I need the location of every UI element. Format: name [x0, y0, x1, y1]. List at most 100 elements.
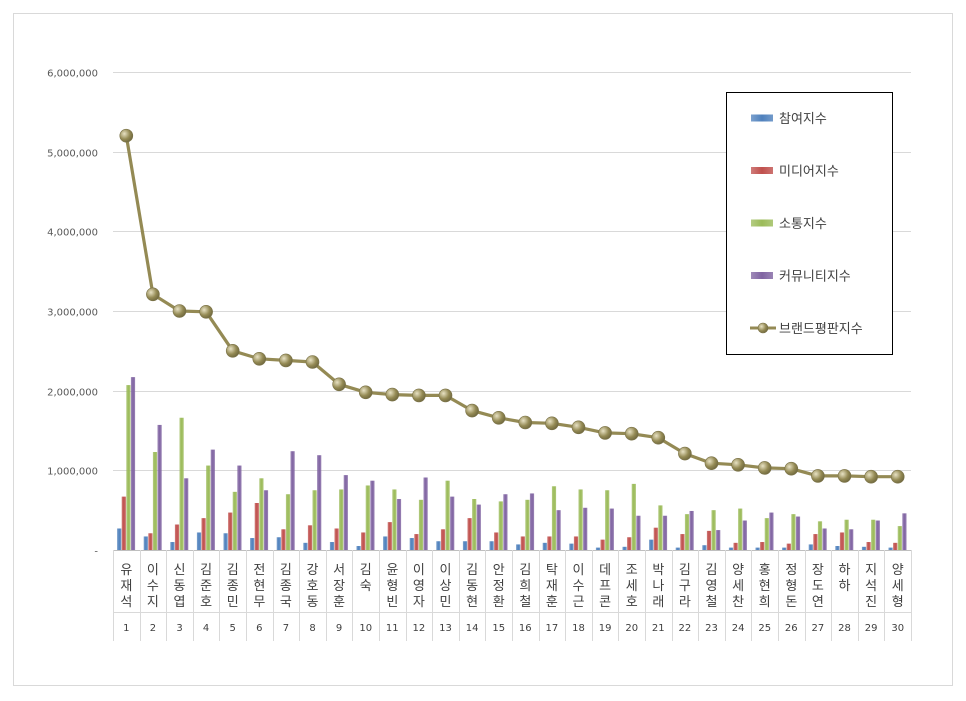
line-layer: [119, 128, 905, 484]
line-point-17: [545, 416, 559, 431]
bar-2-24: [733, 542, 738, 550]
bar-1-9: [329, 542, 335, 550]
line-point-16: [518, 415, 533, 430]
bar-3-18: [578, 489, 583, 550]
x-rank-label: 10: [359, 623, 372, 634]
line-point-15: [491, 410, 506, 425]
line-point-28: [837, 469, 852, 483]
bar-3-29: [871, 519, 876, 550]
x-rank-label: 28: [838, 623, 851, 634]
bar-1-11: [383, 536, 388, 550]
bar-1-8: [303, 542, 308, 550]
bar-4-3: [184, 478, 189, 550]
x-rank-label: 4: [203, 623, 209, 634]
x-rank-label: 23: [705, 623, 718, 634]
bar-3-22: [684, 514, 690, 550]
legend-label-1: 참여지수: [779, 112, 827, 127]
bar-2-9: [334, 528, 339, 550]
bar-2-5: [228, 512, 233, 550]
bar-1-26: [782, 547, 787, 550]
bar-4-19: [609, 508, 614, 550]
legend-label-5: 브랜드평판지수: [779, 322, 863, 337]
bar-2-3: [174, 524, 180, 550]
bar-1-10: [356, 546, 361, 550]
bar-3-16: [525, 499, 530, 550]
x-rank-label: 15: [492, 623, 505, 634]
bar-3-1: [126, 385, 131, 550]
bar-1-21: [649, 539, 654, 550]
bar-1-22: [675, 547, 680, 550]
y-tick-label: -: [94, 547, 98, 558]
bar-2-18: [573, 536, 579, 550]
bar-4-27: [822, 528, 827, 550]
line-point-4: [199, 304, 213, 319]
bar-3-6: [259, 478, 264, 550]
bar-3-23: [711, 510, 716, 550]
bar-1-1: [117, 528, 122, 550]
bar-4-8: [317, 455, 322, 550]
bar-2-16: [520, 536, 525, 550]
x-rank-label: 16: [519, 623, 532, 634]
bar-1-4: [196, 532, 202, 550]
line-point-20: [624, 426, 639, 441]
x-rank-label: 19: [599, 623, 612, 634]
bar-2-30: [893, 542, 898, 550]
legend-swatch-4: [751, 272, 773, 279]
x-rank-label: 6: [256, 623, 262, 634]
bar-2-28: [839, 532, 845, 550]
bar-4-10: [370, 480, 375, 550]
bar-3-2: [152, 452, 158, 550]
legend-label-4: 커뮤니티지수: [779, 270, 851, 285]
bar-3-20: [631, 483, 636, 550]
bar-1-29: [861, 546, 867, 550]
bar-3-11: [392, 489, 397, 550]
bar-2-1: [121, 496, 126, 550]
x-rank-label: 8: [309, 623, 315, 634]
bar-1-12: [409, 538, 414, 550]
x-rank-label: 5: [230, 623, 236, 634]
bar-4-22: [689, 510, 694, 550]
bar-4-26: [795, 516, 801, 550]
x-rank-label: 7: [283, 623, 289, 634]
line-point-13: [438, 388, 453, 403]
x-rank-label: 27: [812, 623, 825, 634]
bar-4-7: [290, 451, 295, 550]
bar-4-4: [210, 449, 215, 550]
x-axis-layer: 유 재 석 1 이 수 지 2 신 동 엽 3 김 준 호 4 김 종 민 5 전 현 무 6 김 종 국 7 강 호 동 8 서 장 훈 9 김 숙 10…: [113, 550, 912, 641]
bar-2-6: [254, 503, 259, 550]
bar-2-13: [440, 529, 446, 550]
bar-1-23: [702, 545, 707, 550]
x-rank-label: 26: [785, 623, 798, 634]
bar-4-23: [716, 530, 721, 550]
bar-1-27: [808, 544, 813, 550]
bar-3-24: [738, 508, 743, 550]
legend-marker-swatch: [757, 322, 769, 334]
line-point-11: [385, 387, 400, 402]
bar-1-28: [835, 546, 840, 550]
bar-2-19: [600, 539, 605, 550]
y-tick-layer: 6,000,000 5,000,000 4,000,000 3,000,000 2,00…: [47, 69, 98, 558]
x-rank-label: 2: [150, 623, 156, 634]
bar-3-4: [206, 465, 211, 550]
line-point-12: [412, 388, 426, 403]
bar-4-30: [902, 513, 907, 550]
bar-1-17: [542, 542, 547, 550]
line-point-3: [172, 304, 187, 318]
line-point-23: [704, 456, 719, 471]
bar-4-1: [130, 377, 136, 550]
x-rank-label: 9: [336, 623, 342, 634]
bar-3-12: [418, 499, 424, 550]
bar-layer: [117, 377, 907, 550]
